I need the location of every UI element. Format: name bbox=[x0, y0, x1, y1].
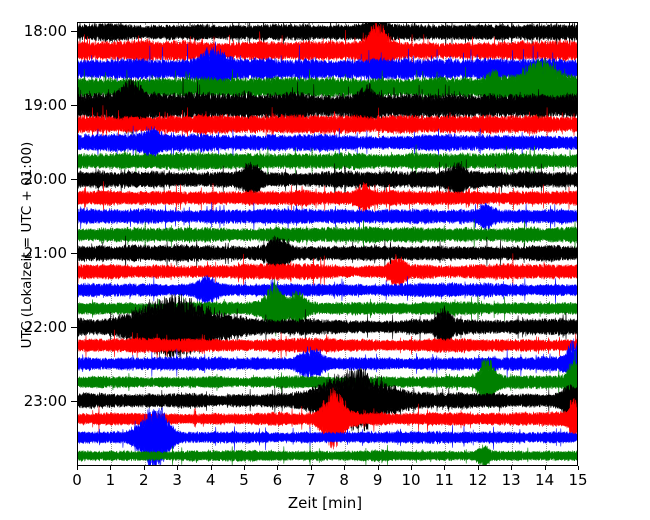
gridline-vertical bbox=[111, 23, 113, 465]
x-tick-label: 14 bbox=[535, 471, 555, 489]
gridline-vertical bbox=[311, 23, 313, 465]
x-tick-label: 2 bbox=[139, 471, 149, 489]
y-tick-label: 19:00 bbox=[23, 96, 67, 115]
x-tick bbox=[210, 466, 212, 470]
seismogram-trace bbox=[78, 293, 577, 360]
seismogram-trace bbox=[78, 144, 577, 176]
seismogram-trace bbox=[78, 253, 577, 287]
seismogram-trace bbox=[78, 159, 577, 204]
y-tick bbox=[71, 179, 77, 181]
gridline-vertical bbox=[245, 23, 246, 465]
seismogram-trace bbox=[78, 275, 577, 306]
gridline-vertical bbox=[478, 23, 480, 465]
gridline-vertical bbox=[445, 23, 447, 465]
x-tick bbox=[477, 466, 479, 470]
x-tick-label: 15 bbox=[568, 471, 588, 489]
y-tick bbox=[71, 105, 77, 107]
x-tick bbox=[377, 466, 379, 470]
x-tick-label: 9 bbox=[372, 471, 383, 489]
x-axis-title: Zeit [min] bbox=[287, 494, 363, 512]
x-tick bbox=[77, 466, 78, 470]
seismogram-trace bbox=[78, 181, 577, 215]
seismogram-traces bbox=[78, 23, 577, 465]
y-tick-label: 18:00 bbox=[23, 22, 67, 41]
gridline-vertical bbox=[211, 23, 213, 465]
x-tick bbox=[578, 466, 579, 470]
x-tick bbox=[511, 466, 513, 470]
seismogram-trace bbox=[78, 329, 577, 361]
x-tick-label: 7 bbox=[306, 471, 316, 489]
x-tick bbox=[177, 466, 179, 470]
y-tick-label: 22:00 bbox=[23, 318, 67, 337]
plot-area bbox=[77, 22, 578, 466]
x-tick-label: 10 bbox=[401, 471, 421, 489]
y-tick bbox=[71, 401, 77, 403]
seismogram-trace bbox=[78, 125, 577, 163]
gridline-vertical bbox=[412, 23, 413, 465]
x-tick-label: 6 bbox=[272, 471, 283, 489]
y-tick-label: 20:00 bbox=[23, 170, 67, 189]
gridline-vertical bbox=[378, 23, 380, 465]
seismogram-trace bbox=[78, 387, 577, 450]
seismogram-trace bbox=[78, 219, 577, 251]
seismogram-trace bbox=[78, 407, 577, 465]
x-tick-label: 5 bbox=[239, 471, 249, 489]
seismogram-trace bbox=[78, 41, 577, 96]
x-tick-label: 0 bbox=[72, 471, 82, 489]
seismogram-trace bbox=[78, 278, 577, 337]
x-tick bbox=[344, 466, 346, 470]
seismogram-trace bbox=[78, 338, 577, 388]
gridline-vertical bbox=[178, 23, 180, 465]
x-tick-label: 1 bbox=[105, 471, 116, 489]
y-tick-label: 23:00 bbox=[23, 392, 67, 411]
x-tick bbox=[143, 466, 145, 470]
gridline-vertical bbox=[545, 23, 547, 465]
y-tick bbox=[71, 31, 77, 33]
y-tick-label: 21:00 bbox=[23, 244, 67, 263]
x-tick bbox=[544, 466, 546, 470]
y-tick bbox=[71, 253, 77, 255]
x-tick bbox=[310, 466, 312, 470]
seismogram-trace bbox=[78, 351, 577, 409]
y-tick bbox=[71, 327, 77, 329]
seismogram-trace bbox=[78, 105, 577, 144]
seismogram-trace bbox=[78, 235, 577, 273]
x-tick bbox=[110, 466, 112, 470]
seismogram-trace bbox=[78, 367, 577, 433]
x-tick-label: 8 bbox=[339, 471, 349, 489]
x-tick-label: 4 bbox=[205, 471, 216, 489]
x-tick-label: 11 bbox=[434, 471, 454, 489]
gridline-vertical bbox=[345, 23, 347, 465]
x-tick-label: 12 bbox=[468, 471, 488, 489]
seismogram-trace bbox=[78, 23, 577, 51]
x-tick bbox=[277, 466, 279, 470]
x-tick bbox=[411, 466, 412, 470]
seismogram-trace bbox=[78, 444, 577, 465]
x-tick bbox=[444, 466, 446, 470]
gridline-vertical bbox=[512, 23, 514, 465]
seismogram-trace bbox=[78, 23, 577, 81]
x-tick bbox=[244, 466, 245, 470]
x-tick-label: 3 bbox=[172, 471, 182, 489]
seismogram-trace bbox=[78, 202, 577, 231]
y-axis-title-wrap: UTC (Lokalzeit = UTC + 01:00) bbox=[0, 0, 35, 520]
x-tick-label: 13 bbox=[501, 471, 521, 489]
